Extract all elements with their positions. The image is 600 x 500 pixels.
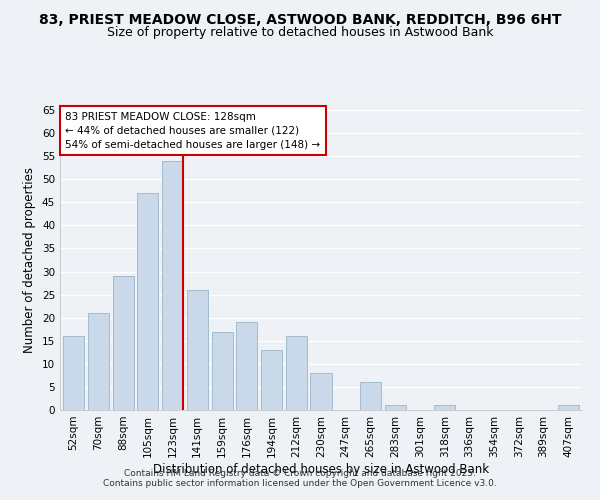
- Bar: [286, 336, 307, 410]
- Bar: [63, 336, 84, 410]
- Bar: [187, 290, 208, 410]
- Bar: [137, 193, 158, 410]
- Bar: [212, 332, 233, 410]
- Text: 83, PRIEST MEADOW CLOSE, ASTWOOD BANK, REDDITCH, B96 6HT: 83, PRIEST MEADOW CLOSE, ASTWOOD BANK, R…: [39, 12, 561, 26]
- Bar: [236, 322, 257, 410]
- Text: Contains HM Land Registry data © Crown copyright and database right 2025.: Contains HM Land Registry data © Crown c…: [124, 468, 476, 477]
- X-axis label: Distribution of detached houses by size in Astwood Bank: Distribution of detached houses by size …: [153, 462, 489, 475]
- Text: Size of property relative to detached houses in Astwood Bank: Size of property relative to detached ho…: [107, 26, 493, 39]
- Bar: [261, 350, 282, 410]
- Bar: [162, 161, 183, 410]
- Bar: [558, 406, 579, 410]
- Y-axis label: Number of detached properties: Number of detached properties: [23, 167, 37, 353]
- Text: Contains public sector information licensed under the Open Government Licence v3: Contains public sector information licen…: [103, 478, 497, 488]
- Bar: [360, 382, 381, 410]
- Text: 83 PRIEST MEADOW CLOSE: 128sqm
← 44% of detached houses are smaller (122)
54% of: 83 PRIEST MEADOW CLOSE: 128sqm ← 44% of …: [65, 112, 320, 150]
- Bar: [434, 406, 455, 410]
- Bar: [385, 406, 406, 410]
- Bar: [310, 373, 332, 410]
- Bar: [88, 313, 109, 410]
- Bar: [113, 276, 134, 410]
